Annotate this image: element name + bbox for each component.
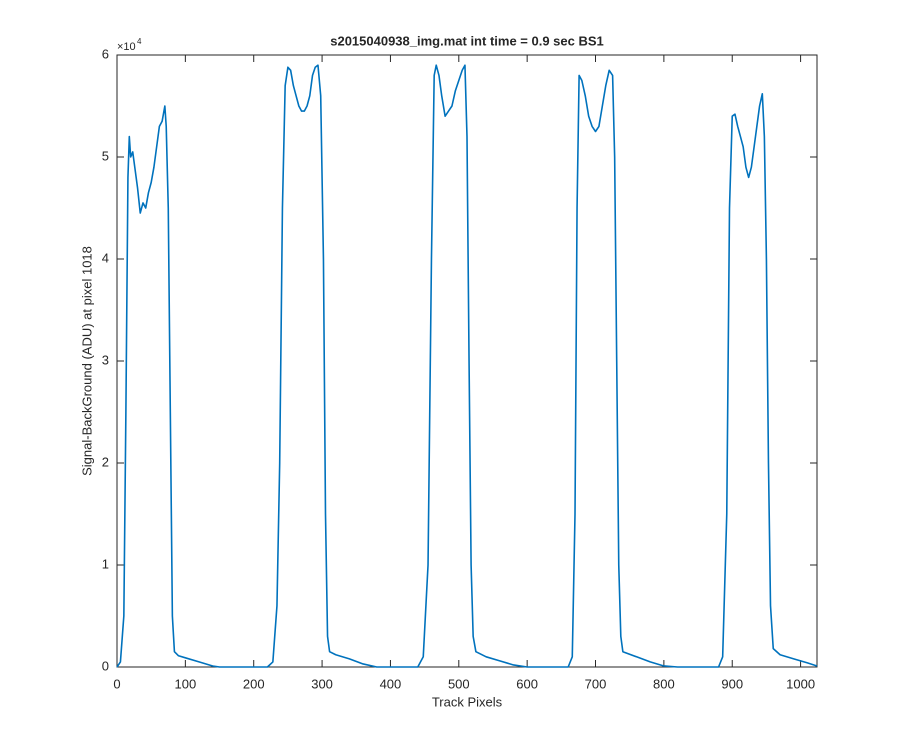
y-tick-label: 4 <box>102 250 109 265</box>
x-tick-label: 300 <box>311 676 333 691</box>
y-multiplier: ×10 <box>117 41 136 53</box>
x-tick-label: 200 <box>243 676 265 691</box>
y-tick-label: 0 <box>102 658 109 673</box>
x-tick-label: 1000 <box>786 676 815 691</box>
y-tick-label: 2 <box>102 454 109 469</box>
y-tick-label: 1 <box>102 556 109 571</box>
x-tick-label: 700 <box>585 676 607 691</box>
x-tick-label: 0 <box>113 676 120 691</box>
x-tick-label: 100 <box>175 676 197 691</box>
y-tick-label: 3 <box>102 352 109 367</box>
x-axis-label: Track Pixels <box>432 694 503 709</box>
x-tick-label: 800 <box>653 676 675 691</box>
x-tick-label: 500 <box>448 676 470 691</box>
chart-title: s2015040938_img.mat int time = 0.9 sec B… <box>330 33 604 48</box>
y-tick-label: 6 <box>102 46 109 61</box>
data-line <box>116 64 818 668</box>
x-tick-label: 900 <box>721 676 743 691</box>
y-axis-label: Signal-BackGround (ADU) at pixel 1018 <box>79 246 94 476</box>
y-multiplier-exponent: 4 <box>137 37 142 46</box>
y-tick-label: 5 <box>102 148 109 163</box>
x-tick-label: 400 <box>380 676 402 691</box>
x-tick-label: 600 <box>516 676 538 691</box>
